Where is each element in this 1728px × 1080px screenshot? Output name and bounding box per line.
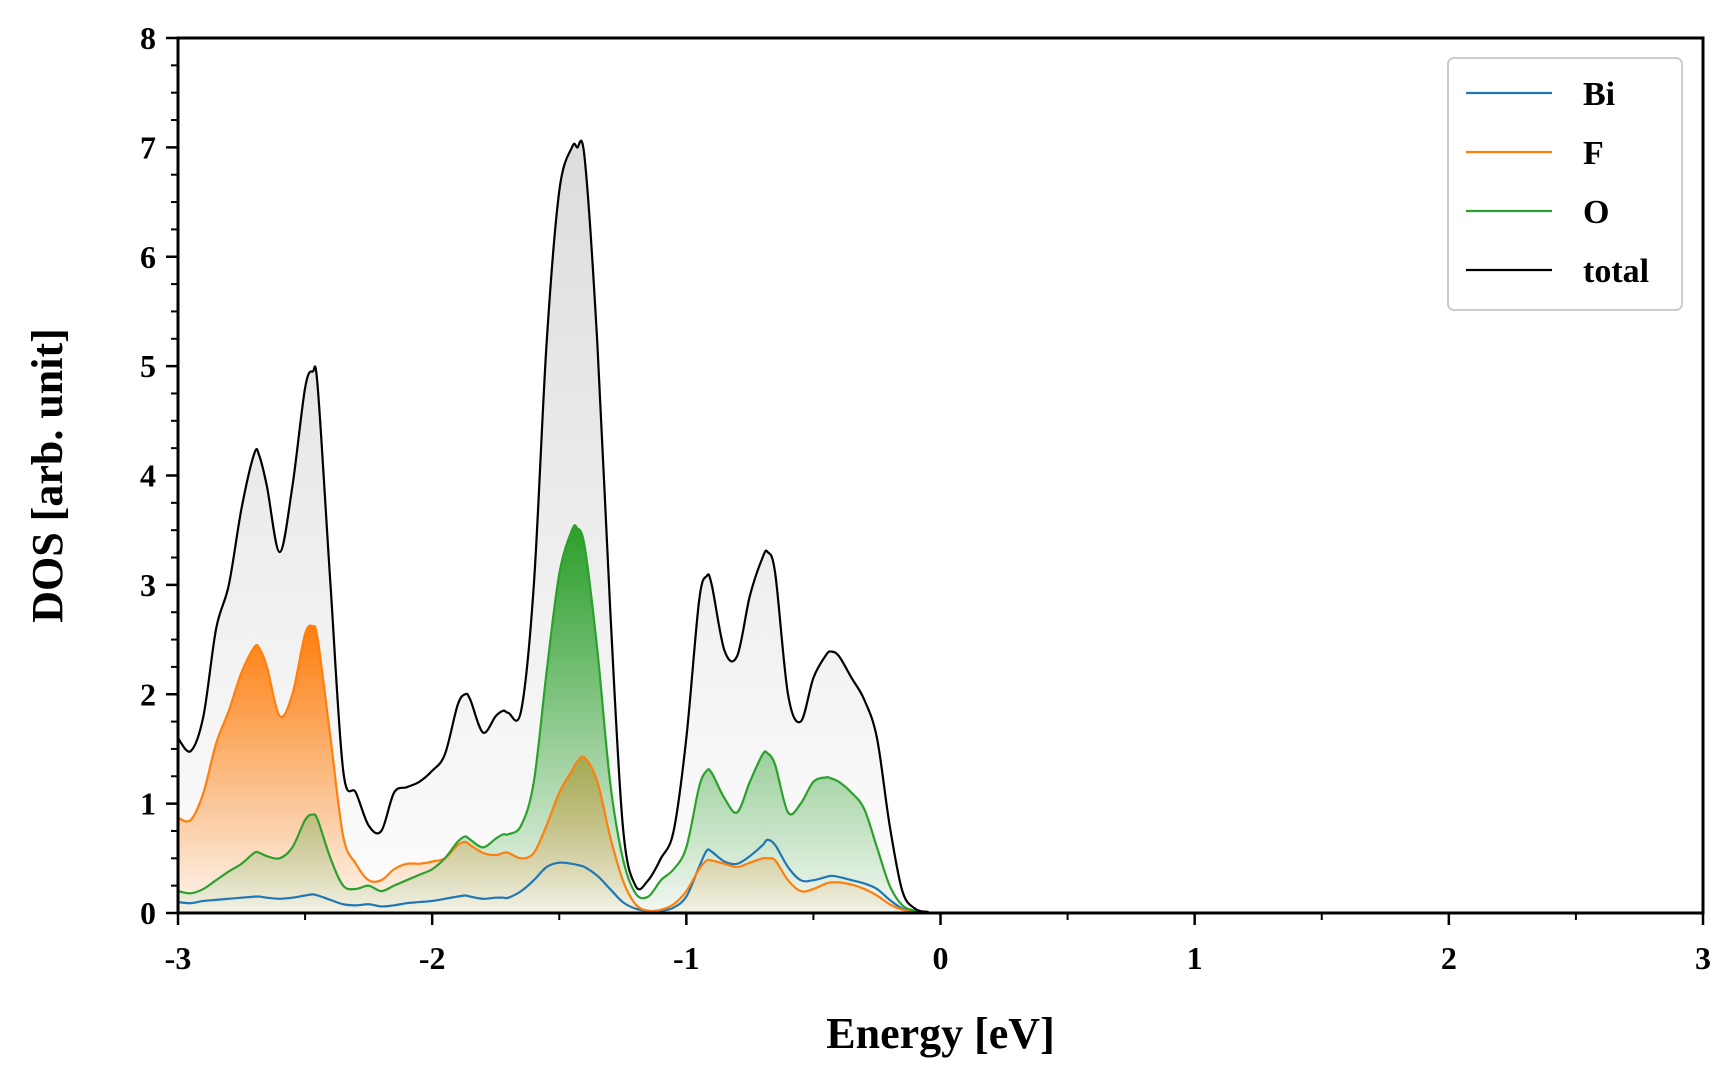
legend-label-total: total — [1583, 253, 1649, 290]
axis-labels: Energy [eV] DOS [arb. unit] — [23, 328, 1055, 1058]
area-fills — [178, 140, 1703, 914]
series-line-total — [177, 139, 1703, 915]
axis-ticks: -3 -2 -1 0 1 2 3 0 1 2 3 4 5 6 7 8 — [140, 20, 1711, 976]
series-line-bi — [177, 838, 1703, 915]
series-line-f — [177, 624, 1703, 915]
area-fill-f — [178, 625, 1703, 913]
legend-box — [1447, 57, 1683, 311]
x-tick-label: 1 — [1187, 940, 1203, 976]
y-tick-label: 8 — [140, 20, 156, 56]
y-tick-label: 7 — [140, 129, 156, 165]
x-tick-label: -3 — [165, 940, 192, 976]
area-fill-o — [178, 525, 1703, 913]
x-axis-label: Energy [eV] — [826, 1009, 1055, 1058]
x-tick-label: -1 — [673, 940, 700, 976]
y-tick-label: 3 — [140, 567, 156, 603]
legend-label-f: F — [1583, 135, 1604, 172]
legend-label-o: O — [1583, 194, 1609, 231]
series-line-o — [177, 524, 1703, 915]
x-tick-label: -2 — [419, 940, 446, 976]
y-tick-label: 1 — [140, 786, 156, 822]
y-tick-label: 2 — [140, 676, 156, 712]
y-tick-label: 0 — [140, 895, 156, 931]
y-tick-label: 5 — [140, 348, 156, 384]
x-tick-label: 0 — [933, 940, 949, 976]
x-tick-label: 2 — [1441, 940, 1457, 976]
y-axis-label: DOS [arb. unit] — [23, 328, 72, 623]
legend-label-bi: Bi — [1583, 76, 1615, 113]
y-tick-label: 4 — [140, 458, 156, 494]
series-lines — [177, 139, 1703, 915]
y-tick-label: 6 — [140, 239, 156, 275]
x-tick-label: 3 — [1695, 940, 1711, 976]
